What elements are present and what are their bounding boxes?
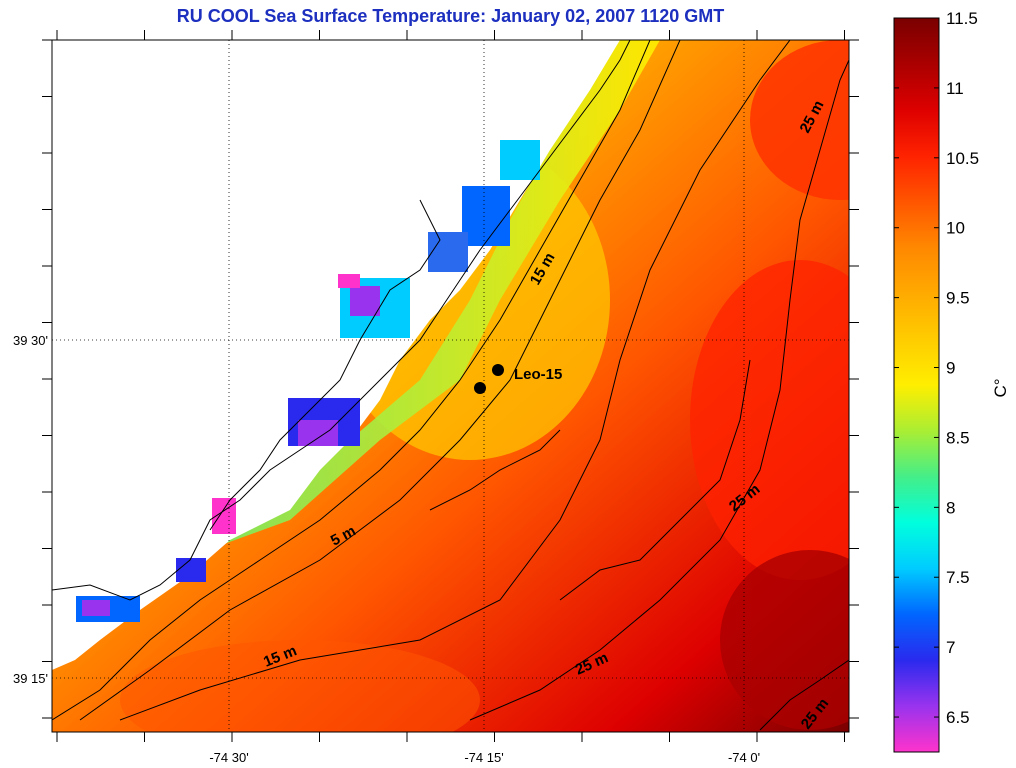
contour-25m	[469, 59, 849, 721]
cold-patch	[176, 558, 206, 582]
map-title: RU COOL Sea Surface Temperature: January…	[176, 6, 725, 26]
warm-region	[720, 550, 849, 730]
colorbar-tick-label: 8.5	[946, 428, 970, 447]
lon-tick-label: -74 0'	[728, 750, 760, 765]
colorbar-tick-label: 11.5	[946, 9, 978, 28]
contour-25m	[559, 359, 751, 601]
lon-tick-label: -74 15'	[464, 750, 503, 765]
station-label: Leo-15	[514, 366, 562, 383]
station-marker[interactable]	[474, 382, 486, 394]
cold-patch	[428, 232, 468, 272]
cold-patch	[350, 286, 380, 316]
coastline	[52, 40, 631, 601]
plot-area: 5 m 15 m 15 m 25 m 25 m 25 m 25 m Leo-15	[52, 40, 849, 732]
colorbar-tick-label: 10.5	[946, 149, 979, 168]
cold-patch	[82, 600, 110, 616]
contour-5m	[79, 40, 681, 721]
colorbar-tick-label: 11	[946, 79, 964, 98]
cold-patch	[338, 274, 360, 288]
warm-region	[690, 260, 849, 580]
colorbar	[893, 17, 940, 753]
frame-ticks	[42, 30, 859, 742]
colorbar-tick-label: 7.5	[946, 568, 970, 587]
colorbar-ticks: 6.5 7 7.5 8 8.5 9 9.5 10 10.5 11 11.5	[894, 9, 979, 727]
contour-25m	[759, 659, 849, 731]
bay-shoreline	[209, 199, 441, 531]
warm-region	[750, 40, 849, 200]
plot-frame	[51, 39, 850, 733]
colorbar-tick-label: 9	[946, 359, 955, 378]
cold-patch	[298, 420, 338, 446]
colorbar-tick-label: 9.5	[946, 289, 970, 308]
colorbar-tick-label: 6.5	[946, 708, 970, 727]
colorbar-tick-label: 10	[946, 219, 965, 238]
barrier-island	[52, 40, 651, 721]
lat-tick-label: 39 30'	[13, 333, 48, 348]
lat-tick-label: 39 15'	[13, 671, 48, 686]
contour-15m	[119, 40, 791, 721]
contour-15m	[429, 429, 561, 511]
cold-patch	[462, 186, 510, 246]
warm-region	[120, 640, 480, 732]
station-marker[interactable]	[492, 364, 504, 376]
colorbar-tick-label: 8	[946, 498, 955, 517]
colorbar-unit-label: C°	[991, 378, 1010, 397]
graticule	[52, 40, 849, 732]
colorbar-tick-label: 7	[946, 638, 955, 657]
lon-tick-label: -74 30'	[209, 750, 248, 765]
cold-patch	[500, 140, 540, 180]
